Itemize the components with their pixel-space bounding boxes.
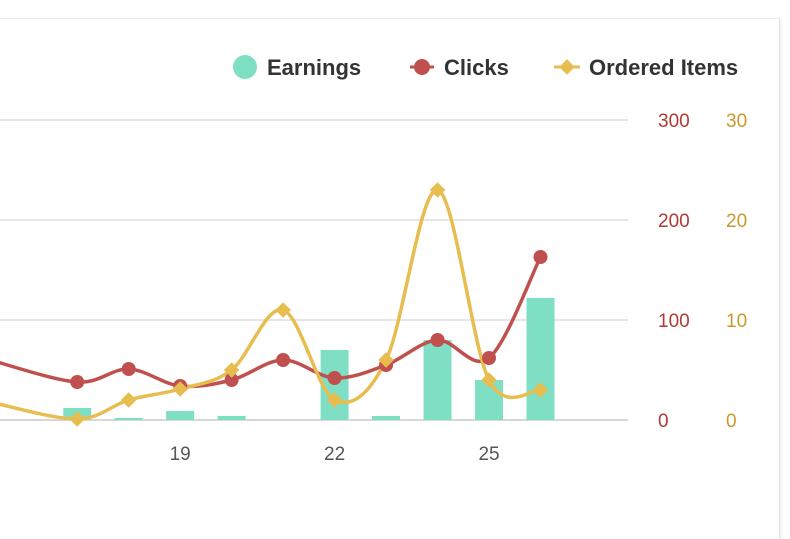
clicks-point	[224, 373, 239, 387]
x-axis-ticks: 19 22 25	[170, 444, 500, 465]
gridlines	[0, 119, 628, 421]
ordered-items-point	[120, 392, 137, 408]
earnings-bar	[372, 416, 401, 420]
clicks-line	[0, 256, 543, 389]
legend-earnings-swatch	[233, 55, 257, 79]
ordered-items-point	[223, 362, 240, 378]
legend-ordered-items-label: Ordered Items	[589, 55, 738, 80]
y-axis-ticks: 0 100 200 300 0 10 20 30	[658, 111, 747, 432]
clicks-point	[482, 351, 497, 365]
clicks-point	[121, 362, 136, 376]
ordered-items-axis-tick: 30	[726, 111, 747, 132]
earnings-bar	[217, 416, 246, 420]
clicks-point	[533, 250, 548, 264]
ordered-items-axis-tick: 10	[726, 311, 747, 332]
clicks-axis-tick: 200	[658, 211, 690, 232]
legend-clicks-label: Clicks	[444, 55, 509, 80]
legend-ordered-items-swatch	[559, 59, 575, 75]
clicks-point	[70, 375, 85, 389]
ordered-items-axis-tick: 20	[726, 211, 747, 232]
earnings-bar	[526, 298, 555, 420]
earnings-bar	[166, 411, 195, 420]
legend-earnings-label: Earnings	[267, 55, 361, 80]
ordered-items-axis-tick: 0	[726, 411, 737, 432]
clicks-point	[430, 333, 445, 347]
earnings-bars	[63, 298, 555, 420]
ordered-items-point	[429, 182, 446, 198]
clicks-axis-tick: 100	[658, 311, 690, 332]
x-tick-label: 19	[170, 444, 191, 465]
clicks-axis-tick: 0	[658, 411, 669, 432]
x-tick-label: 25	[478, 444, 499, 465]
earnings-bar	[423, 340, 452, 420]
legend-clicks-swatch	[414, 59, 430, 75]
chart-card	[0, 18, 780, 539]
x-tick-label: 22	[324, 444, 345, 465]
clicks-axis-tick: 300	[658, 111, 690, 132]
clicks-point	[327, 371, 342, 385]
ordered-items-point	[172, 381, 188, 397]
earnings-bar	[114, 418, 143, 420]
chart-legend: Earnings Clicks Ordered Items	[233, 55, 738, 80]
clicks-point	[276, 353, 291, 367]
combo-chart: 19 22 25 0 100 200 300 0 10 20 30 Earnings Clicks O…	[0, 55, 747, 465]
